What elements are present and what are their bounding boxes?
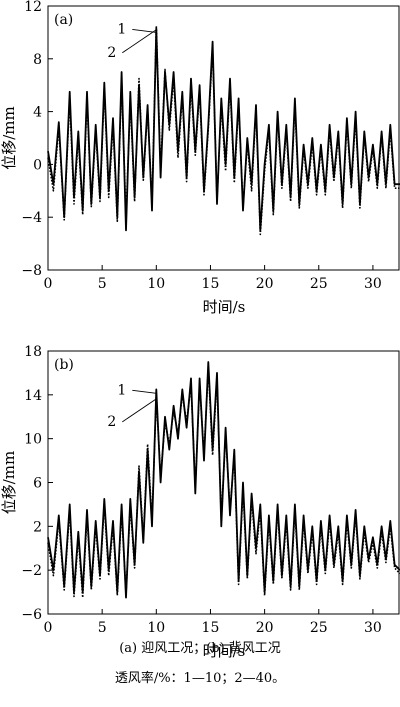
curve-label-leader-b-2 bbox=[122, 398, 157, 423]
x-tick-label-a-0: 0 bbox=[44, 276, 53, 292]
x-tick-label-a-25: 25 bbox=[310, 276, 328, 292]
x-tick-label-b-0: 0 bbox=[44, 620, 53, 636]
y-tick-label-b--2: −2 bbox=[21, 563, 42, 579]
panel-label-b: (b) bbox=[54, 357, 74, 373]
y-tick-label-a--8: −8 bbox=[21, 263, 42, 279]
curve-label-b-2: 2 bbox=[107, 414, 116, 430]
y-tick-label-a-4: 4 bbox=[33, 105, 42, 121]
curve-label-leader-a-1 bbox=[132, 28, 157, 33]
x-axis-title-b: 时间/s bbox=[203, 642, 246, 660]
x-tick-label-b-15: 15 bbox=[202, 620, 220, 636]
series-line-b-2 bbox=[47, 366, 400, 599]
x-tick-label-a-30: 30 bbox=[364, 276, 382, 292]
y-tick-label-b--6: −6 bbox=[21, 607, 42, 623]
y-tick-label-b-6: 6 bbox=[33, 476, 42, 492]
y-axis-title-a: 位移/mm bbox=[0, 106, 18, 170]
series-line-a-2 bbox=[47, 24, 400, 236]
x-tick-label-a-5: 5 bbox=[98, 276, 107, 292]
x-tick-label-a-15: 15 bbox=[202, 276, 220, 292]
y-axis-title-b: 位移/mm bbox=[0, 451, 18, 515]
figure-caption-line-1: (a) 迎风工况；(b) 背风工况 bbox=[119, 641, 281, 656]
y-tick-label-a-12: 12 bbox=[24, 0, 42, 15]
panel-label-a: (a) bbox=[54, 12, 73, 28]
y-tick-label-b-2: 2 bbox=[33, 519, 42, 535]
y-tick-label-a-8: 8 bbox=[33, 52, 42, 68]
chart-panel-a: 0 5 10 15 20 25 30 −8 −4 0 4 8 12 时间/s 位移/mm (a) 12 bbox=[0, 0, 400, 316]
x-tick-label-b-25: 25 bbox=[310, 620, 328, 636]
y-tick-label-b-10: 10 bbox=[24, 432, 42, 448]
x-tick-label-b-10: 10 bbox=[147, 620, 165, 636]
y-tick-label-b-18: 18 bbox=[24, 344, 42, 360]
curve-label-b-1: 1 bbox=[117, 382, 126, 398]
x-axis-title-a: 时间/s bbox=[203, 298, 246, 316]
x-tick-label-b-30: 30 bbox=[364, 620, 382, 636]
x-tick-label-b-5: 5 bbox=[98, 620, 107, 636]
plot-frame-a bbox=[47, 5, 400, 271]
curve-label-a-1: 1 bbox=[117, 21, 126, 37]
x-tick-label-b-20: 20 bbox=[256, 620, 274, 636]
x-tick-label-a-20: 20 bbox=[256, 276, 274, 292]
y-tick-label-b-14: 14 bbox=[24, 388, 42, 404]
y-tick-label-a--4: −4 bbox=[21, 210, 42, 226]
figure-caption-line-2: 透风率/%：1—10；2—40。 bbox=[114, 671, 286, 686]
series-line-b-1 bbox=[47, 361, 400, 599]
y-tick-label-a-0: 0 bbox=[33, 157, 42, 173]
x-tick-label-a-10: 10 bbox=[147, 276, 165, 292]
curve-label-leader-b-1 bbox=[132, 389, 157, 394]
curve-label-a-2: 2 bbox=[107, 45, 116, 61]
curve-label-leader-a-2 bbox=[122, 29, 157, 54]
